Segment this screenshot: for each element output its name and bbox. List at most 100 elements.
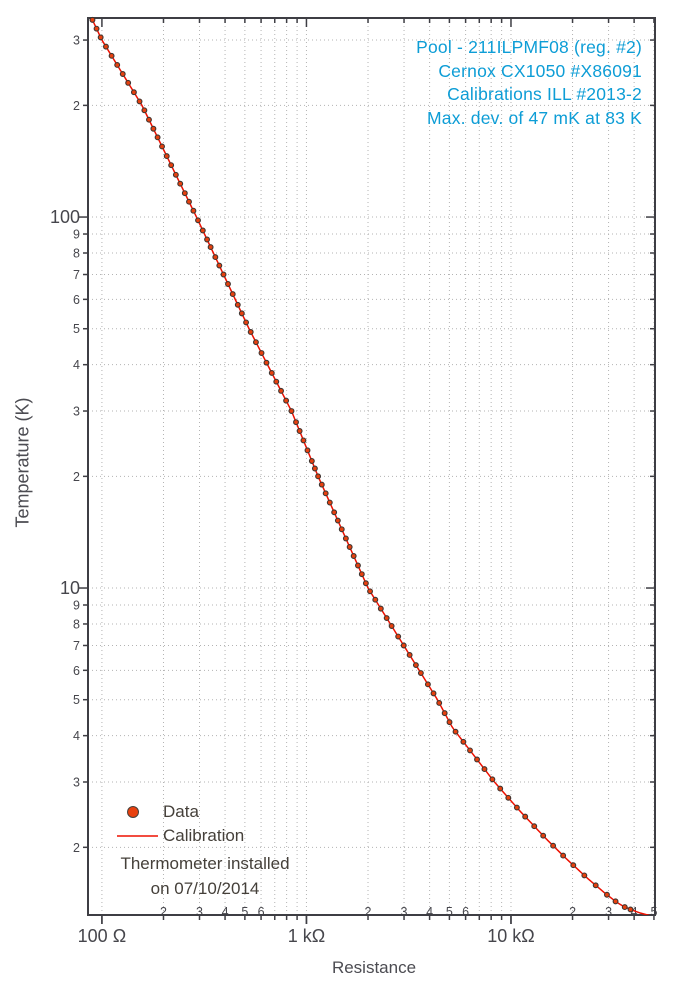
data-point (460, 738, 467, 745)
legend-data-marker (127, 806, 139, 818)
data-point (247, 329, 254, 335)
data-point (97, 34, 104, 41)
data-point (154, 134, 161, 141)
x-minor-tick-label: 3 (605, 905, 612, 919)
x-minor-tick-label: 3 (401, 905, 408, 919)
data-point (273, 378, 280, 385)
title-block: Pool - 211ILPMF08 (reg. #2) Cernox CX105… (416, 36, 642, 130)
data-point (362, 580, 369, 587)
data-point (400, 642, 407, 649)
data-point (89, 16, 96, 23)
data-point (612, 898, 619, 905)
data-point (406, 652, 413, 658)
data-point (125, 79, 132, 86)
data-point (383, 615, 390, 621)
y-minor-tick-label: 3 (73, 775, 80, 789)
legend-symbols (117, 806, 158, 837)
title-line-pool: Pool - 211ILPMF08 (reg. #2) (416, 37, 642, 57)
data-point (181, 190, 188, 197)
data-point (334, 517, 341, 524)
data-point (304, 447, 311, 454)
tick-labels: 100 Ω2 3 4 5 61 kΩ2 3 4 5 610 kΩ2 3 4 5100231023456… (50, 34, 658, 946)
data-point (177, 180, 184, 187)
y-minor-tick-label: 4 (73, 358, 80, 372)
data-point (159, 143, 165, 150)
x-minor-tick-label: 5 (241, 905, 248, 919)
data-point (150, 125, 157, 132)
x-minor-tick-label: 3 (196, 905, 203, 919)
data-point (114, 62, 121, 68)
data-point (136, 98, 143, 105)
y-minor-tick-label: 5 (73, 322, 80, 336)
data-point (513, 804, 520, 811)
x-decade-tick-label: 1 kΩ (288, 926, 325, 946)
data-point (331, 509, 338, 516)
data-point (505, 794, 512, 801)
data-point (581, 872, 588, 879)
data-point (627, 906, 634, 913)
y-minor-tick-label: 8 (73, 617, 80, 631)
y-minor-tick-label: 2 (73, 841, 80, 855)
data-point (207, 244, 214, 251)
gridlines (88, 18, 655, 915)
data-point (283, 397, 290, 404)
data-point (199, 227, 206, 234)
data-point (252, 339, 259, 346)
data-point (108, 52, 115, 59)
data-point (195, 217, 201, 224)
data-point (377, 605, 384, 612)
data-point (220, 271, 227, 278)
data-point (168, 162, 175, 169)
data-point (293, 419, 299, 426)
data-point (467, 747, 473, 754)
data-point (318, 481, 325, 488)
data-point (417, 670, 424, 676)
x-minor-tick-label: 2 (365, 905, 372, 919)
data-point (238, 310, 245, 317)
data-point (350, 553, 357, 559)
data-point (278, 387, 284, 394)
data-point (288, 408, 295, 414)
data-point (621, 904, 628, 911)
data-point (497, 785, 504, 792)
x-decade-tick-label: 10 kΩ (487, 926, 534, 946)
data-point (592, 882, 599, 889)
data-point (540, 832, 547, 839)
y-minor-tick-label: 7 (73, 268, 80, 282)
data-point (446, 719, 453, 726)
data-point (119, 71, 126, 77)
legend-data-label: Data (163, 802, 199, 821)
data-point (346, 544, 353, 550)
title-line-deviation: Max. dev. of 47 mK at 83 K (427, 107, 642, 128)
data-point (395, 633, 402, 640)
y-minor-tick-label: 2 (73, 99, 80, 113)
data-point (388, 623, 395, 629)
x-minor-tick-label: 5 (446, 905, 453, 919)
x-axis-title: Resistance (331, 958, 417, 977)
data-point (93, 25, 100, 32)
data-point (315, 473, 322, 480)
x-minor-tick-label: 6 (462, 905, 469, 919)
data-point (186, 198, 192, 205)
data-point (441, 710, 448, 717)
y-minor-tick-label: 3 (73, 34, 80, 48)
data-point (481, 766, 488, 773)
y-minor-tick-label: 6 (73, 293, 80, 307)
data-point (342, 535, 349, 542)
y-minor-tick-label: 9 (73, 228, 80, 242)
legend-install-note: Thermometer installed on 07/10/2014 (95, 851, 315, 901)
data-point (258, 350, 265, 356)
data-point (326, 499, 333, 506)
x-minor-tick-label: 4 (631, 905, 638, 919)
data-point (163, 153, 170, 160)
data-point (322, 490, 329, 497)
data-point (146, 116, 152, 123)
data-point (338, 526, 345, 533)
data-point (430, 690, 437, 697)
install-note-line-1: Thermometer installed (120, 854, 290, 873)
data-point (268, 369, 275, 376)
data-point (212, 254, 219, 261)
data-point (225, 281, 231, 287)
